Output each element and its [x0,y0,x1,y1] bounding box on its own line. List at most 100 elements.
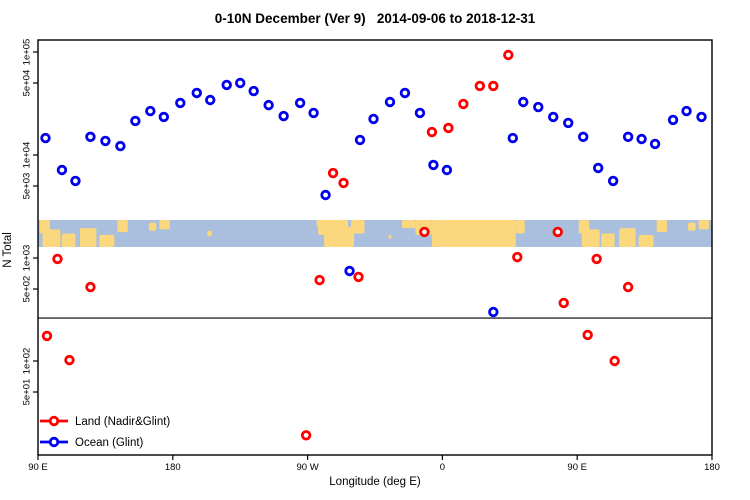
map-strip-land [327,219,349,247]
data-point-ocean [115,140,126,152]
map-strip-land [656,219,668,233]
map-strip-land [698,219,710,230]
data-point-land [443,122,454,134]
data-point-ocean [344,265,355,277]
data-point-land [353,271,364,283]
data-point-ocean [681,105,692,117]
data-point-ocean [205,94,216,106]
data-point-ocean [488,306,499,318]
data-point-land [314,274,325,286]
data-point-ocean [234,77,246,89]
map-strip-land [99,234,115,247]
data-point-ocean [696,111,707,123]
legend-label-land: Land (Nadir&Glint) [75,416,171,428]
data-point-ocean [221,79,232,91]
data-point-land [582,329,593,341]
data-point-ocean [548,111,559,123]
legend-symbol-ocean [48,436,60,448]
x-tick-label: 180 [704,462,720,473]
data-point-ocean [607,175,619,187]
data-point-ocean [130,115,141,127]
data-point-land [503,49,514,61]
data-point-ocean [158,111,170,123]
data-point-ocean [368,113,379,125]
data-point-ocean [145,105,156,117]
data-point-land [558,297,569,309]
data-point-ocean [100,135,111,147]
y-tick-label: 1e+02 [22,348,33,375]
data-point-land [512,251,523,263]
x-tick-label: 90 E [28,462,48,473]
map-strip-land [515,219,525,234]
data-point-ocean [428,159,439,171]
y-tick-label: 5e+03 [22,173,33,200]
map-strip-land [117,219,128,233]
x-tick-label: 180 [165,462,181,473]
data-point-land [338,177,349,189]
data-point-ocean [667,114,679,126]
data-point-land [300,430,312,441]
data-point-land [41,330,53,342]
data-point-ocean [320,189,331,201]
y-tick-label: 1e+04 [22,142,33,169]
data-point-ocean [518,96,529,108]
data-point-ocean [649,138,661,150]
data-point-land [64,354,75,366]
data-point-ocean [507,132,518,144]
data-point-ocean [308,107,319,119]
data-point-ocean [533,101,544,113]
x-axis-label: Longitude (deg E) [329,476,421,488]
data-point-ocean [70,175,81,187]
map-strip-land [42,229,61,247]
map-strip-land [581,229,600,247]
data-point-land [552,226,563,238]
map-strip-land [431,219,516,247]
data-point-land [426,126,438,138]
map-strip-land [79,228,97,247]
data-point-land [622,281,634,293]
data-point-ocean [563,117,574,129]
data-point-land [419,226,430,238]
data-point-ocean [85,131,96,143]
map-strip-land [351,219,365,234]
map-strip-land [601,233,615,247]
legend-symbol-land [48,415,60,427]
y-tick-label: 5e+02 [22,276,33,303]
data-point-ocean [441,164,453,176]
data-point-ocean [263,99,274,111]
data-point-ocean [399,87,411,99]
data-point-land [52,253,63,265]
plot-border [37,39,713,456]
data-point-land [488,80,499,92]
y-tick-label: 5e+01 [22,379,33,406]
data-point-ocean [175,97,186,109]
x-tick-label: 90 E [567,462,587,473]
data-point-ocean [592,162,604,174]
map-strip-land [401,219,416,229]
data-point-ocean [636,133,647,145]
data-point-ocean [191,87,202,99]
map-strip-land [388,234,392,239]
map-strip-land [148,222,157,231]
data-point-ocean [384,96,396,108]
data-point-ocean [248,85,259,97]
legend-label-ocean: Ocean (Glint) [75,437,144,449]
y-tick-label: 5e+04 [22,70,33,97]
x-tick-label: 0 [440,462,445,473]
map-strip-land [61,233,76,247]
x-tick-label: 90 W [297,462,319,473]
data-point-land [327,167,339,179]
data-point-ocean [56,164,68,176]
data-point-ocean [414,107,426,119]
data-point-ocean [278,110,289,122]
map-strip-land [619,228,636,247]
map-strip-land [638,234,654,247]
data-point-land [609,355,620,367]
data-point-ocean [40,132,51,144]
data-point-land [85,281,96,293]
map-strip-land [159,219,170,230]
map-strip-land [207,230,212,237]
data-point-ocean [354,134,366,146]
